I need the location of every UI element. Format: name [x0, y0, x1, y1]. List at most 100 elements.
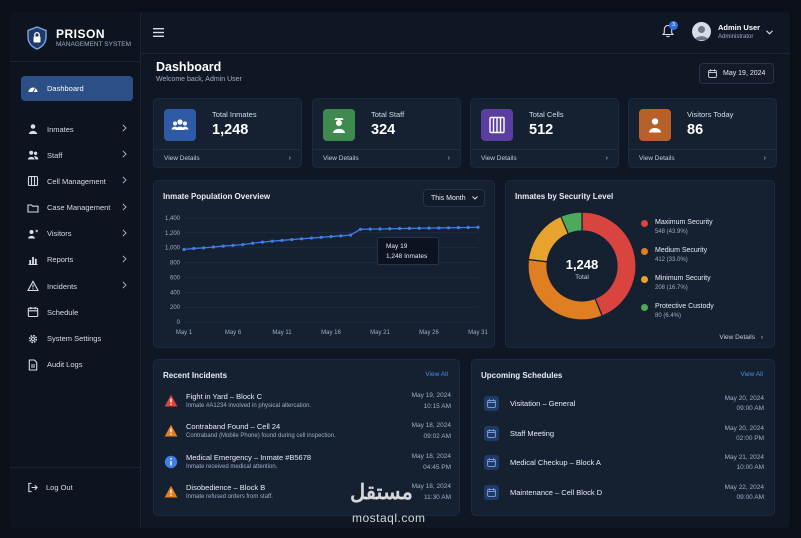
incident-row[interactable]: Contraband Found – Cell 24 Contraband (Mo…	[164, 422, 451, 452]
stat-label: Visitors Today	[687, 110, 734, 119]
data-point[interactable]	[339, 234, 343, 238]
data-point[interactable]	[427, 226, 431, 230]
data-point[interactable]	[407, 226, 411, 230]
stat-view-details-link[interactable]: View Details	[323, 155, 359, 162]
data-point[interactable]	[290, 237, 294, 242]
legend-detail: 208 (16.7%)	[655, 285, 688, 291]
sidebar-item-case-management[interactable]: Case Management	[21, 196, 133, 220]
gear-icon	[27, 333, 39, 345]
data-point[interactable]	[280, 238, 284, 243]
data-point[interactable]	[378, 227, 382, 231]
logout-button[interactable]: Log Out	[27, 482, 73, 493]
incidents-title: Recent Incidents	[163, 371, 228, 380]
calendar-icon	[484, 455, 499, 470]
y-tick-label: 600	[170, 275, 181, 281]
data-point[interactable]	[231, 243, 235, 247]
inmates-group-icon	[171, 119, 189, 130]
logout-icon	[28, 482, 38, 493]
schedule-title: Medical Checkup – Block A	[510, 458, 601, 467]
date-picker-button[interactable]: May 19, 2024	[699, 63, 774, 84]
schedule-row[interactable]: Medical Checkup – Block A May 21, 2024 10:…	[484, 454, 764, 474]
legend-detail: 412 (33.0%)	[655, 257, 688, 263]
data-point[interactable]	[329, 234, 333, 239]
hamburger-menu-icon[interactable]	[153, 28, 164, 37]
legend-label: Protective Custody	[655, 303, 714, 310]
stat-view-details-link[interactable]: View Details	[164, 155, 200, 162]
donut-slice[interactable]	[527, 215, 570, 263]
visitors-icon	[27, 228, 39, 240]
incident-row[interactable]: Medical Emergency – Inmate #B5678 Inmate …	[164, 453, 451, 483]
period-select[interactable]: This Month	[423, 189, 485, 207]
brand[interactable]: PRISON MANAGEMENT SYSTEM	[26, 26, 131, 50]
user-name[interactable]: Admin User	[718, 23, 761, 32]
chevron-right-icon[interactable]: ›	[447, 155, 450, 162]
data-point[interactable]	[319, 235, 323, 239]
data-point[interactable]	[447, 226, 451, 230]
security-view-details-label: View Details	[719, 334, 756, 341]
sidebar-item-system-settings[interactable]: System Settings	[21, 327, 133, 351]
population-line-chart: 0 200 400 600 800 1,000 1,200 1,400 May 1 May 6 Ma…	[165, 216, 489, 336]
schedules-view-all-link[interactable]: View All	[740, 371, 763, 378]
data-point[interactable]	[398, 226, 402, 231]
sidebar-item-dashboard[interactable]: Dashboard	[21, 76, 133, 101]
sidebar-item-audit-logs[interactable]: Audit Logs	[21, 353, 133, 377]
y-tick-label: 0	[177, 320, 181, 326]
data-point[interactable]	[388, 227, 392, 231]
data-point[interactable]	[270, 239, 274, 243]
data-point[interactable]	[192, 246, 196, 251]
chevron-right-icon[interactable]: ›	[288, 155, 291, 162]
security-view-details[interactable]: View Details ›	[719, 334, 763, 341]
people-icon	[27, 149, 39, 161]
stat-value: 86	[687, 122, 704, 138]
sidebar-item-schedule[interactable]: Schedule	[21, 300, 133, 324]
sidebar-item-staff[interactable]: Staff	[21, 143, 133, 167]
sidebar-item-reports[interactable]: Reports	[21, 248, 133, 272]
donut-slice[interactable]	[581, 211, 637, 317]
legend-label: Medium Security	[655, 247, 708, 254]
stat-view-details-link[interactable]: View Details	[481, 155, 517, 162]
data-point[interactable]	[358, 227, 362, 231]
brand-subtitle: MANAGEMENT SYSTEM	[56, 40, 132, 48]
incidents-view-all-link[interactable]: View All	[425, 371, 448, 378]
legend-detail: 80 (6.4%)	[655, 313, 682, 319]
sidebar-item-visitors[interactable]: Visitors	[21, 222, 133, 246]
donut-slice[interactable]	[560, 211, 583, 235]
data-point[interactable]	[476, 225, 480, 229]
security-panel: Inmates by Security Level 1,248 Total Ma…	[505, 180, 775, 348]
data-point[interactable]	[349, 233, 353, 237]
data-point[interactable]	[466, 225, 470, 230]
data-point[interactable]	[251, 241, 255, 245]
data-point[interactable]	[211, 245, 215, 249]
data-point[interactable]	[260, 240, 264, 244]
stat-view-details-link[interactable]: View Details	[639, 155, 675, 162]
schedule-row[interactable]: Maintenance – Cell Block D May 22, 2024 09…	[484, 484, 764, 504]
brand-title: PRISON	[56, 26, 106, 41]
data-point[interactable]	[309, 236, 313, 240]
data-point[interactable]	[300, 237, 304, 241]
sidebar-item-inmates[interactable]: Inmates	[21, 117, 133, 141]
sidebar-item-cell-management[interactable]: Cell Management	[21, 169, 133, 193]
schedule-row[interactable]: Visitation – General May 20, 2024 09:00 AM	[484, 395, 764, 415]
data-point[interactable]	[221, 244, 225, 248]
data-point[interactable]	[182, 247, 186, 252]
data-point[interactable]	[202, 246, 206, 250]
data-point[interactable]	[417, 226, 421, 230]
schedule-row[interactable]: Staff Meeting May 20, 2024 02:00 PM	[484, 425, 764, 445]
chevron-right-icon[interactable]: ›	[763, 155, 766, 162]
avatar[interactable]	[692, 22, 711, 41]
incident-row[interactable]: Fight in Yard – Block C Inmate #A1234 inv…	[164, 392, 451, 422]
staff-officer-icon	[333, 118, 345, 133]
chevron-right-icon	[122, 229, 127, 237]
alert-orange-icon	[164, 485, 178, 498]
shield-lock-icon	[27, 26, 47, 50]
incident-row[interactable]: Disobedience – Block B Inmate refused ord…	[164, 483, 451, 513]
sidebar-item-incidents[interactable]: Incidents	[21, 274, 133, 298]
chevron-right-icon[interactable]: ›	[605, 155, 608, 162]
data-point[interactable]	[368, 227, 372, 231]
data-point[interactable]	[456, 226, 460, 230]
legend-dot	[641, 220, 648, 227]
data-point[interactable]	[241, 242, 245, 247]
data-point[interactable]	[437, 226, 441, 230]
stat-value: 324	[371, 122, 396, 138]
chevron-down-icon[interactable]	[766, 30, 773, 35]
